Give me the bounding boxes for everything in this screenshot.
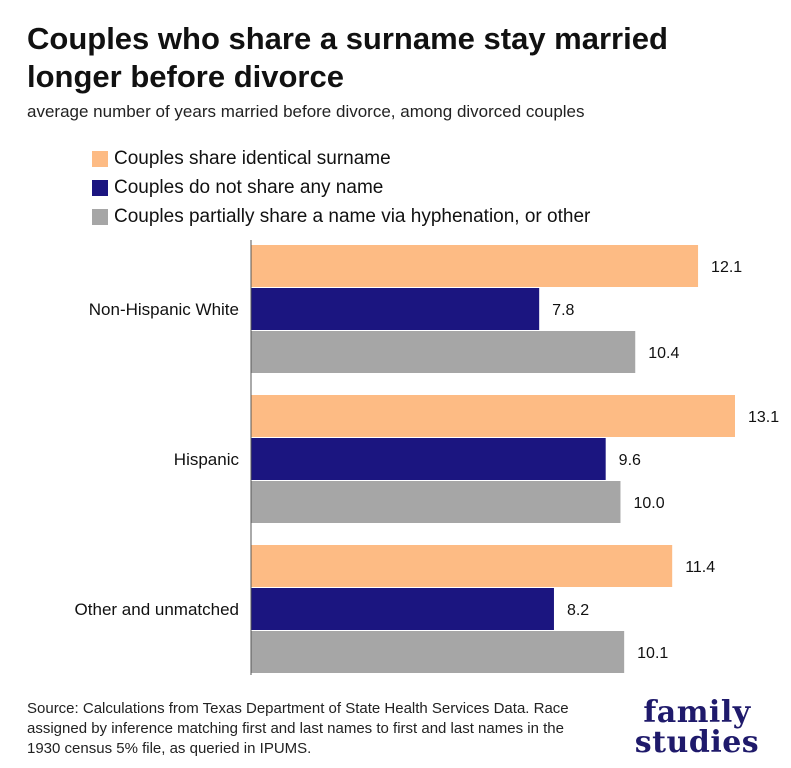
data-label-hispanic-series-1: 13.1 bbox=[748, 409, 779, 426]
legend-label-partial-share: Couples partially share a name via hyphe… bbox=[114, 205, 591, 227]
data-label-hispanic-series-2: 9.6 bbox=[619, 452, 641, 469]
bar-other-and-unmatched-series-3 bbox=[251, 631, 625, 673]
bar-hispanic-series-1 bbox=[251, 395, 735, 437]
chart-subtitle: average number of years married before d… bbox=[27, 102, 585, 121]
data-label-other-and-unmatched-series-3: 10.1 bbox=[637, 645, 668, 662]
legend-label-identical-surname: Couples share identical surname bbox=[114, 147, 391, 169]
category-label-hispanic: Hispanic bbox=[174, 450, 240, 469]
data-label-hispanic-series-3: 10.0 bbox=[633, 495, 664, 512]
bar-non-hispanic-white-series-3 bbox=[251, 331, 636, 373]
data-label-other-and-unmatched-series-1: 11.4 bbox=[685, 559, 715, 576]
legend-swatch-partial-share bbox=[92, 208, 108, 225]
logo-line-1: family bbox=[643, 695, 751, 730]
data-label-non-hispanic-white-series-1: 12.1 bbox=[711, 259, 742, 276]
bar-other-and-unmatched-series-2 bbox=[251, 588, 554, 630]
data-label-non-hispanic-white-series-3: 10.4 bbox=[648, 345, 679, 362]
bar-hispanic-series-3 bbox=[251, 481, 621, 523]
chart-title: Couples who share a surname stay married… bbox=[27, 21, 668, 94]
legend-swatch-identical-surname bbox=[92, 150, 108, 167]
bar-non-hispanic-white-series-2 bbox=[251, 288, 540, 330]
category-label-other-and-unmatched: Other and unmatched bbox=[75, 600, 239, 619]
legend: Couples share identical surname Couples … bbox=[92, 144, 590, 231]
legend-item-partial-share: Couples partially share a name via hyphe… bbox=[92, 202, 590, 231]
data-label-non-hispanic-white-series-2: 7.8 bbox=[552, 302, 574, 319]
bar-hispanic-series-2 bbox=[251, 438, 606, 480]
category-label-non-hispanic-white: Non-Hispanic White bbox=[89, 300, 239, 319]
logo-line-2: studies bbox=[634, 725, 760, 760]
bar-chart: Non-Hispanic White 12.1 7.8 10.4 Hispanic 13.… bbox=[75, 240, 779, 675]
data-label-other-and-unmatched-series-2: 8.2 bbox=[567, 602, 589, 619]
family-studies-logo: family studies bbox=[612, 698, 782, 758]
source-note: Source: Calculations from Texas Departme… bbox=[27, 700, 569, 757]
bar-other-and-unmatched-series-1 bbox=[251, 545, 673, 587]
bar-non-hispanic-white-series-1 bbox=[251, 245, 699, 287]
legend-swatch-no-shared-name bbox=[92, 179, 108, 196]
legend-label-no-shared-name: Couples do not share any name bbox=[114, 176, 384, 198]
legend-item-no-shared-name: Couples do not share any name bbox=[92, 173, 590, 202]
legend-item-identical-surname: Couples share identical surname bbox=[92, 144, 590, 173]
